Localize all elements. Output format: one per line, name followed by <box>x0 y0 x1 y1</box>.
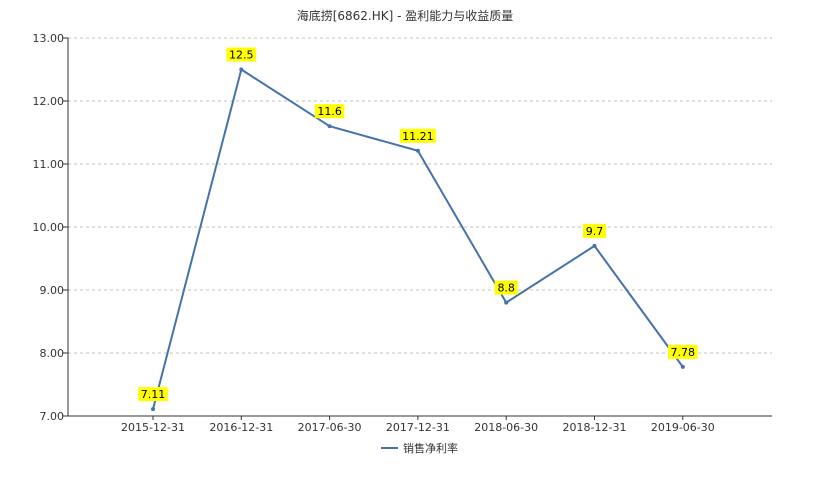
data-point[interactable] <box>151 407 155 412</box>
legend[interactable]: 销售净利率 <box>381 441 458 455</box>
legend-label: 销售净利率 <box>403 441 458 455</box>
data-point[interactable] <box>680 364 685 369</box>
y-tick-label: 7.00 <box>40 410 65 423</box>
data-label: 11.21 <box>402 130 434 143</box>
y-tick-label: 13.00 <box>33 32 65 45</box>
data-label: 7.78 <box>671 346 696 359</box>
data-label-background <box>314 104 345 119</box>
x-tick-labels: 2015-12-31 2016-12-31 2017-06-30 2017-12-31… <box>121 416 715 434</box>
series-group <box>151 67 685 412</box>
gridlines <box>68 37 772 354</box>
data-point[interactable] <box>592 243 597 248</box>
data-labels: 7.11 12.5 11.6 11.21 8.8 9.7 7.78 <box>138 47 698 402</box>
x-tick-label: 2017-12-31 <box>386 421 450 434</box>
axes <box>67 38 772 417</box>
data-label-background <box>226 47 257 62</box>
data-label: 12.5 <box>229 49 254 62</box>
data-point[interactable] <box>327 124 332 129</box>
data-point[interactable] <box>239 67 244 72</box>
data-label: 7.11 <box>141 388 166 401</box>
chart-title: 海底捞[6862.HK] - 盈利能力与收益质量 <box>297 8 514 23</box>
x-tick-label: 2018-06-30 <box>474 421 538 434</box>
data-label-background <box>138 387 168 402</box>
data-point[interactable] <box>415 148 420 153</box>
data-label-background <box>582 223 607 238</box>
y-tick-label: 9.00 <box>40 284 65 297</box>
y-tick-label: 8.00 <box>40 347 65 360</box>
y-tick-label: 11.00 <box>33 158 65 171</box>
x-tick-label: 2019-06-30 <box>651 421 715 434</box>
data-point[interactable] <box>504 300 509 305</box>
x-tick-label: 2018-12-31 <box>563 421 627 434</box>
series-line[interactable] <box>152 68 684 410</box>
x-tick-label: 2015-12-31 <box>121 421 185 434</box>
data-label: 9.7 <box>586 225 604 238</box>
x-tick-label: 2017-06-30 <box>298 421 362 434</box>
x-tick-label: 2016-12-31 <box>209 421 273 434</box>
y-tick-labels: 7.00 8.00 9.00 10.00 11.00 12.00 13.00 <box>33 32 68 423</box>
data-label-background <box>399 128 436 143</box>
data-label-background <box>668 344 698 359</box>
y-tick-label: 10.00 <box>33 221 65 234</box>
data-label: 11.6 <box>317 105 342 118</box>
data-label: 8.8 <box>497 282 515 295</box>
data-label-background <box>494 280 518 295</box>
y-tick-label: 12.00 <box>33 95 65 108</box>
